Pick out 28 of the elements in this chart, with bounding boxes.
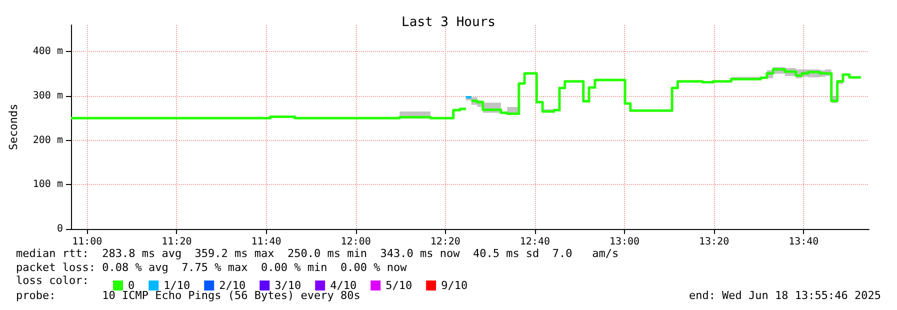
x-tick-label: 12:00 xyxy=(340,236,371,248)
text: median rtt: 283.8 ms avg 359.2 ms max 250.0 ms min 343.0 ms now 40.5 ms sd 7.0 am/s xyxy=(16,247,619,260)
x-tick-label: 11:40 xyxy=(251,236,282,248)
text: packet loss: 0.08 % avg 7.75 % max 0.00 % min 0.00 % now xyxy=(16,261,408,274)
y-tick-label: 200 m xyxy=(32,134,63,146)
x-tick-label: 11:00 xyxy=(72,236,102,248)
y-tick-label: 400 m xyxy=(32,46,63,58)
legend-label: 1/10 xyxy=(164,279,190,292)
legend-label: 5/10 xyxy=(386,279,412,292)
y-axis-title: Seconds xyxy=(7,104,20,150)
y-tick-label: 100 m xyxy=(32,179,63,190)
legend-label: 3/10 xyxy=(274,279,302,292)
legend-label: 2/10 xyxy=(219,279,246,292)
y-tick-label: 0 xyxy=(56,224,63,234)
legend-label: 9/10 xyxy=(441,279,468,292)
y-tick-label: 300 m xyxy=(32,90,63,102)
x-tick-label: 13:40 xyxy=(788,236,819,248)
legend-label: 0 xyxy=(128,279,135,292)
x-tick-label: 13:00 xyxy=(609,236,640,248)
text: probe: 10 ICMP Echo Pings (56 Bytes) every 80s xyxy=(16,289,360,302)
legend-label: 4/10 xyxy=(330,279,357,292)
text: end: Wed Jun 18 13:55:46 2025 xyxy=(688,289,882,302)
x-tick-label: 13:20 xyxy=(698,236,730,248)
legend-title: loss color: xyxy=(16,274,89,287)
x-tick-label: 12:40 xyxy=(520,236,550,248)
x-tick-label: 12:20 xyxy=(430,236,460,248)
x-tick-label: 11:20 xyxy=(162,236,192,248)
chart-title: Last 3 Hours xyxy=(402,15,496,30)
